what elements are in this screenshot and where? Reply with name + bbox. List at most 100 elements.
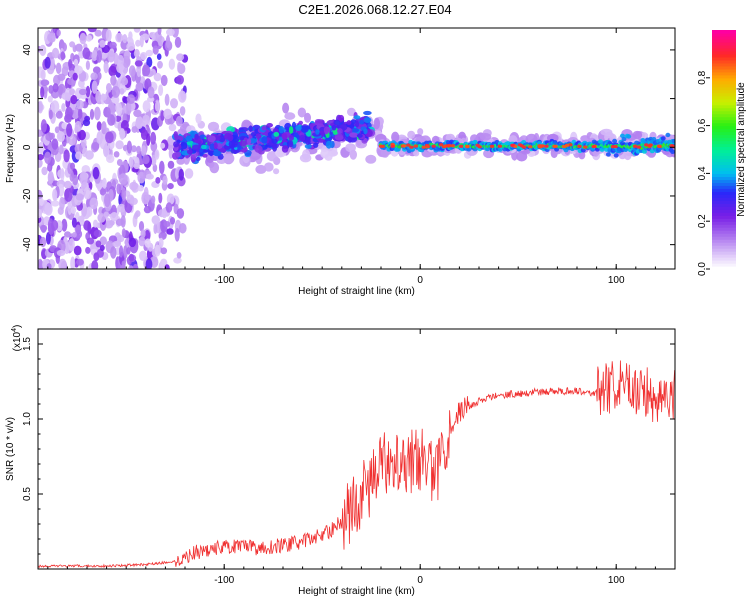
heatmap-blob: [159, 142, 166, 149]
heatmap-blob: [151, 195, 156, 204]
colorbar-swatch: [712, 188, 736, 192]
colorbar-swatch: [712, 224, 736, 228]
heatmap-blob: [160, 247, 168, 255]
heatmap-blob: [331, 124, 337, 131]
heatmap-blob: [671, 138, 675, 144]
colorbar-swatch: [712, 104, 736, 109]
heatmap-blob: [613, 153, 619, 158]
heatmap-blob: [577, 144, 582, 148]
heatmap-blob: [178, 223, 187, 234]
heatmap-blob: [85, 85, 91, 98]
heatmap-blob: [121, 187, 126, 201]
heatmap-blob: [48, 109, 53, 120]
heatmap-blob: [161, 207, 168, 219]
colorbar-swatch: [712, 143, 736, 148]
heatmap-blob: [363, 110, 372, 116]
colorbar-swatch: [712, 200, 736, 204]
colorbar-swatch: [712, 95, 736, 100]
heatmap-blob: [141, 145, 147, 158]
heatmap-blob: [417, 128, 424, 136]
snr-scale-exponent: 4: [11, 328, 18, 332]
colorbar-swatch: [712, 59, 736, 64]
colorbar-swatch: [712, 125, 736, 130]
heatmap-blob: [228, 140, 236, 148]
colorbar-swatch: [712, 122, 736, 127]
heatmap-blob: [271, 138, 278, 144]
heatmap-blob: [38, 100, 44, 114]
snr-series-line: [38, 360, 675, 568]
colorbar-swatch: [712, 164, 736, 169]
colorbar-swatch: [712, 170, 736, 174]
heatmap-blob: [51, 219, 59, 231]
colorbar-swatch: [712, 146, 736, 151]
heatmap-blob: [298, 120, 304, 125]
colorbar-swatch: [712, 215, 736, 219]
heatmap-blob: [128, 237, 137, 248]
colorbar-swatch: [712, 191, 736, 195]
heatmap-blob: [39, 236, 47, 248]
heatmap-blob: [44, 56, 51, 69]
heatmap-blob: [75, 193, 84, 201]
colorbar-swatch: [712, 71, 736, 76]
heatmap-blob: [247, 138, 252, 145]
heatmap-blob: [170, 98, 178, 109]
heatmap-blob: [58, 258, 67, 269]
heatmap-blob: [146, 56, 153, 68]
heatmap-blob: [354, 120, 360, 128]
colorbar-swatch: [712, 239, 736, 243]
heatmap-blob: [106, 83, 112, 93]
heatmap-blob: [167, 160, 175, 169]
heatmap-blob: [138, 221, 145, 232]
heatmap-blob: [489, 144, 495, 148]
heatmap-blob: [266, 123, 274, 128]
heatmap-blob: [583, 145, 588, 149]
heatmap-blob: [70, 206, 77, 214]
heatmap-blob: [288, 135, 295, 141]
heatmap-blob: [644, 143, 649, 147]
colorbar-swatch: [712, 65, 736, 70]
figure-title: C2E1.2026.068.12.27.E04: [298, 2, 452, 17]
heatmap-blob: [337, 128, 343, 134]
heatmap-blob: [407, 130, 416, 139]
heatmap-blob: [128, 156, 134, 168]
heatmap-blob: [195, 113, 202, 124]
heatmap-blob: [119, 245, 124, 258]
heatmap-blob: [168, 58, 176, 70]
heatmap-blob: [103, 211, 109, 218]
heatmap-blob: [128, 65, 136, 77]
heatmap-blob: [528, 145, 533, 149]
colorbar-label: Normalized spectral amplitude: [736, 82, 747, 217]
heatmap-blob: [323, 126, 330, 135]
heatmap-blob: [91, 80, 98, 94]
colorbar-tick-label: 0.4: [697, 166, 708, 180]
heatmap-blob: [158, 192, 163, 204]
heatmap-blob: [38, 208, 43, 219]
colorbar-swatch: [712, 149, 736, 154]
heatmap-blob: [93, 229, 102, 238]
heatmap-blob: [564, 143, 570, 147]
colorbar-swatch: [712, 41, 736, 46]
colorbar-swatch: [712, 116, 736, 121]
heatmap-blob: [69, 88, 75, 96]
heatmap-blob: [119, 88, 125, 95]
heatmap-blob: [99, 236, 108, 246]
heatmap-blob: [537, 144, 542, 148]
heatmap-blob: [273, 131, 280, 137]
heatmap-blob: [178, 168, 184, 181]
snr-x-axis-label: Height of straight line (km): [298, 586, 415, 597]
heatmap-blob: [96, 131, 103, 145]
heatmap-blob: [91, 142, 100, 151]
snr-y-tick-label: 1.5: [22, 337, 33, 351]
heatmap-blob: [510, 143, 515, 147]
snr-scale-close: ): [12, 325, 23, 328]
colorbar-swatch: [712, 257, 736, 261]
heatmap-blob: [61, 218, 68, 232]
heatmap-blob: [151, 33, 156, 41]
heatmap-blob: [116, 183, 122, 195]
heatmap-blob: [147, 96, 155, 103]
heatmap-blob: [175, 151, 181, 158]
heatmap-blob: [413, 150, 420, 157]
heatmap-blob: [304, 143, 312, 149]
heatmap-blob: [207, 121, 220, 132]
heatmap-frame: [37, 27, 676, 270]
